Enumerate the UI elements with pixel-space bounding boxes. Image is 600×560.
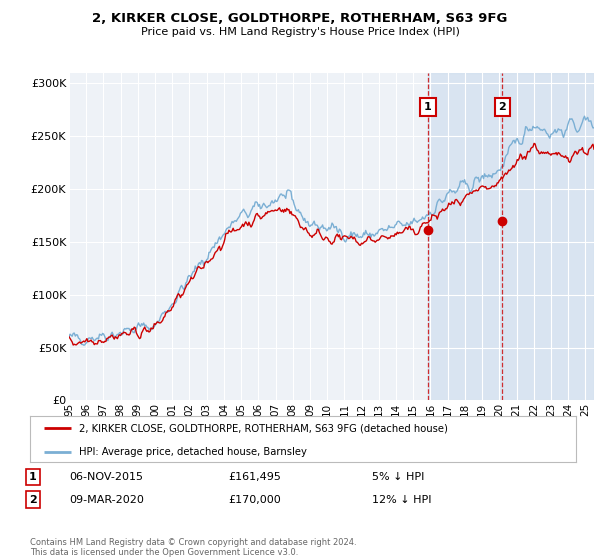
Text: 1: 1 [424, 102, 432, 112]
Text: Contains HM Land Registry data © Crown copyright and database right 2024.
This d: Contains HM Land Registry data © Crown c… [30, 538, 356, 557]
Text: £161,495: £161,495 [228, 472, 281, 482]
Text: 2, KIRKER CLOSE, GOLDTHORPE, ROTHERHAM, S63 9FG (detached house): 2, KIRKER CLOSE, GOLDTHORPE, ROTHERHAM, … [79, 423, 448, 433]
Text: HPI: Average price, detached house, Barnsley: HPI: Average price, detached house, Barn… [79, 447, 307, 457]
Text: 06-NOV-2015: 06-NOV-2015 [69, 472, 143, 482]
Text: 2, KIRKER CLOSE, GOLDTHORPE, ROTHERHAM, S63 9FG: 2, KIRKER CLOSE, GOLDTHORPE, ROTHERHAM, … [92, 12, 508, 25]
Text: Price paid vs. HM Land Registry's House Price Index (HPI): Price paid vs. HM Land Registry's House … [140, 27, 460, 37]
Text: 2: 2 [499, 102, 506, 112]
Text: 12% ↓ HPI: 12% ↓ HPI [372, 494, 431, 505]
Text: 5% ↓ HPI: 5% ↓ HPI [372, 472, 424, 482]
Text: 1: 1 [29, 472, 37, 482]
Text: 09-MAR-2020: 09-MAR-2020 [69, 494, 144, 505]
Text: 2: 2 [29, 494, 37, 505]
Bar [428, 73, 594, 400]
Text: £170,000: £170,000 [228, 494, 281, 505]
